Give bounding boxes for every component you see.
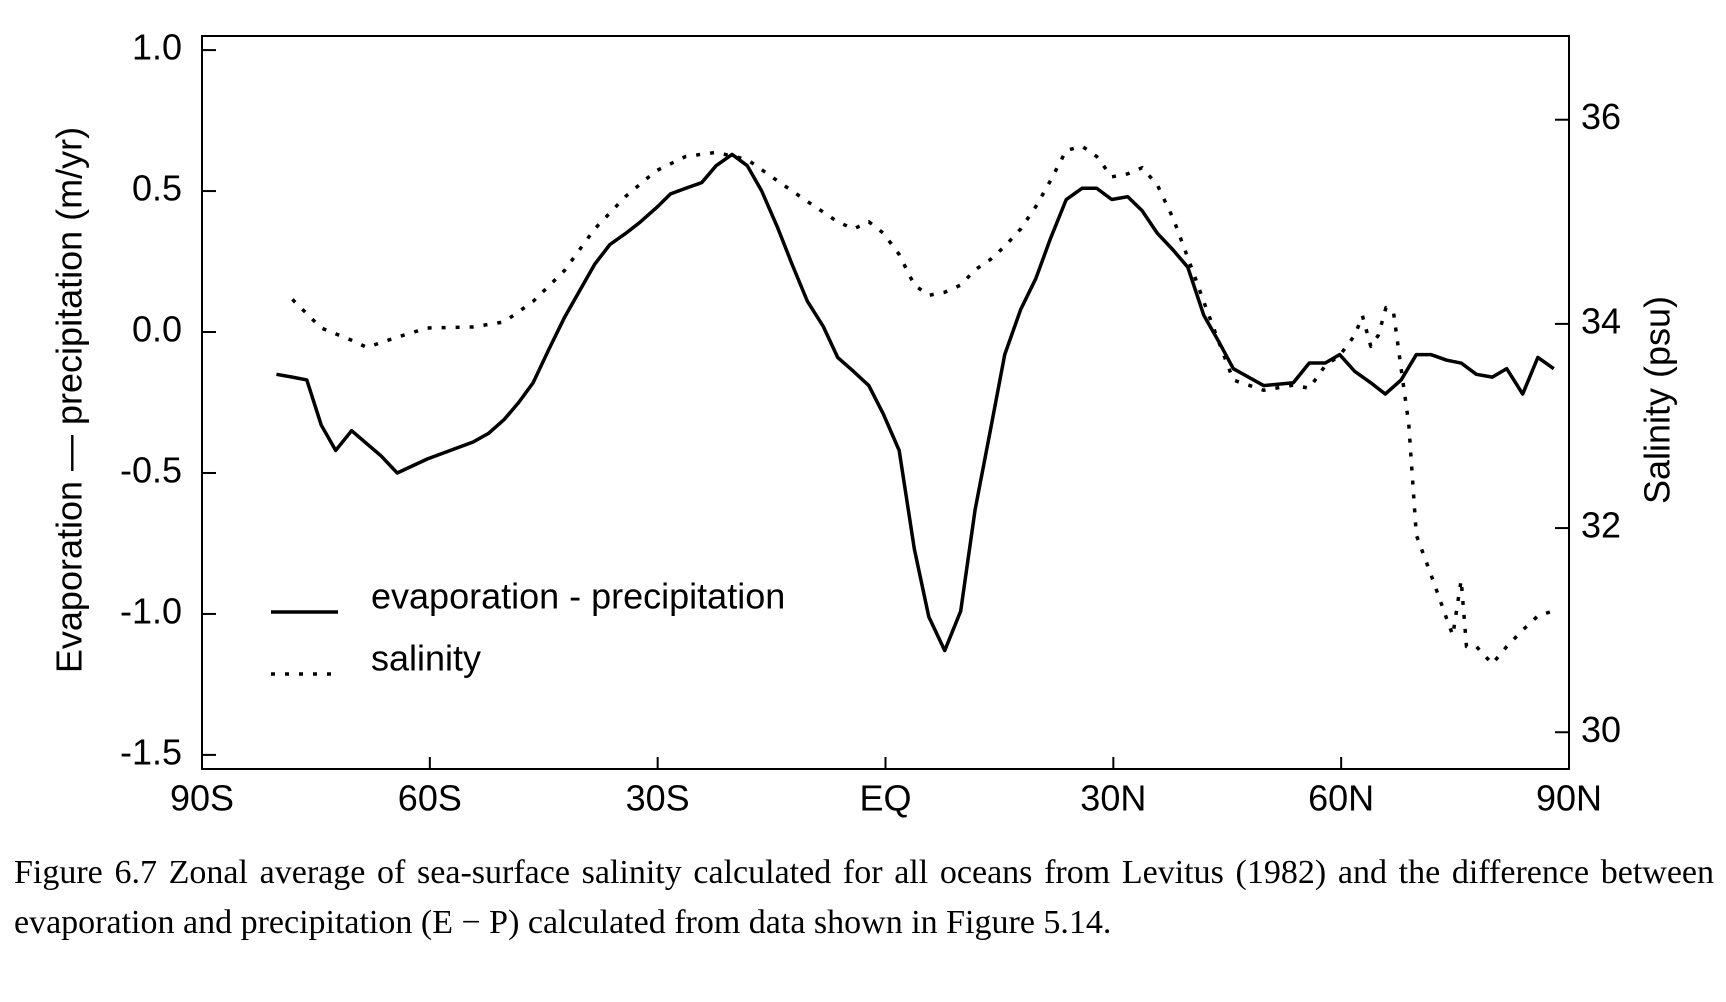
x-tick-label: 60S — [398, 778, 462, 819]
legend-label: salinity — [371, 638, 481, 679]
x-tick-label: 90S — [170, 778, 234, 819]
y2-axis-label: Salinity (psu) — [1637, 296, 1678, 504]
y-tick-label: 1.0 — [132, 27, 182, 68]
y2-tick-label: 30 — [1581, 709, 1621, 750]
y-tick-label: 0.5 — [132, 168, 182, 209]
series-line — [276, 152, 1555, 653]
y-tick-label: 0.0 — [132, 309, 182, 350]
figure-caption: Figure 6.7 Zonal average of sea-surface … — [14, 854, 1714, 941]
y2-tick-label: 36 — [1581, 96, 1621, 137]
x-tick-label: EQ — [859, 778, 911, 819]
x-tick-label: 30N — [1080, 778, 1146, 819]
y-axis-label: Evaporation — precipitation (m/yr) — [49, 127, 90, 673]
x-tick-label: 30S — [626, 778, 690, 819]
x-tick-label: 60N — [1308, 778, 1374, 819]
y-tick-label: -1.0 — [120, 590, 182, 631]
legend-label: evaporation - precipitation — [371, 576, 785, 617]
chart: Evaporation — precipitation (m/yr) Salin… — [49, 27, 1678, 819]
y2-tick-label: 34 — [1581, 300, 1621, 341]
x-tick-label: 90N — [1536, 778, 1602, 819]
y-tick-label: -1.5 — [120, 731, 182, 772]
y-tick-label: -0.5 — [120, 449, 182, 490]
y2-tick-label: 32 — [1581, 505, 1621, 546]
